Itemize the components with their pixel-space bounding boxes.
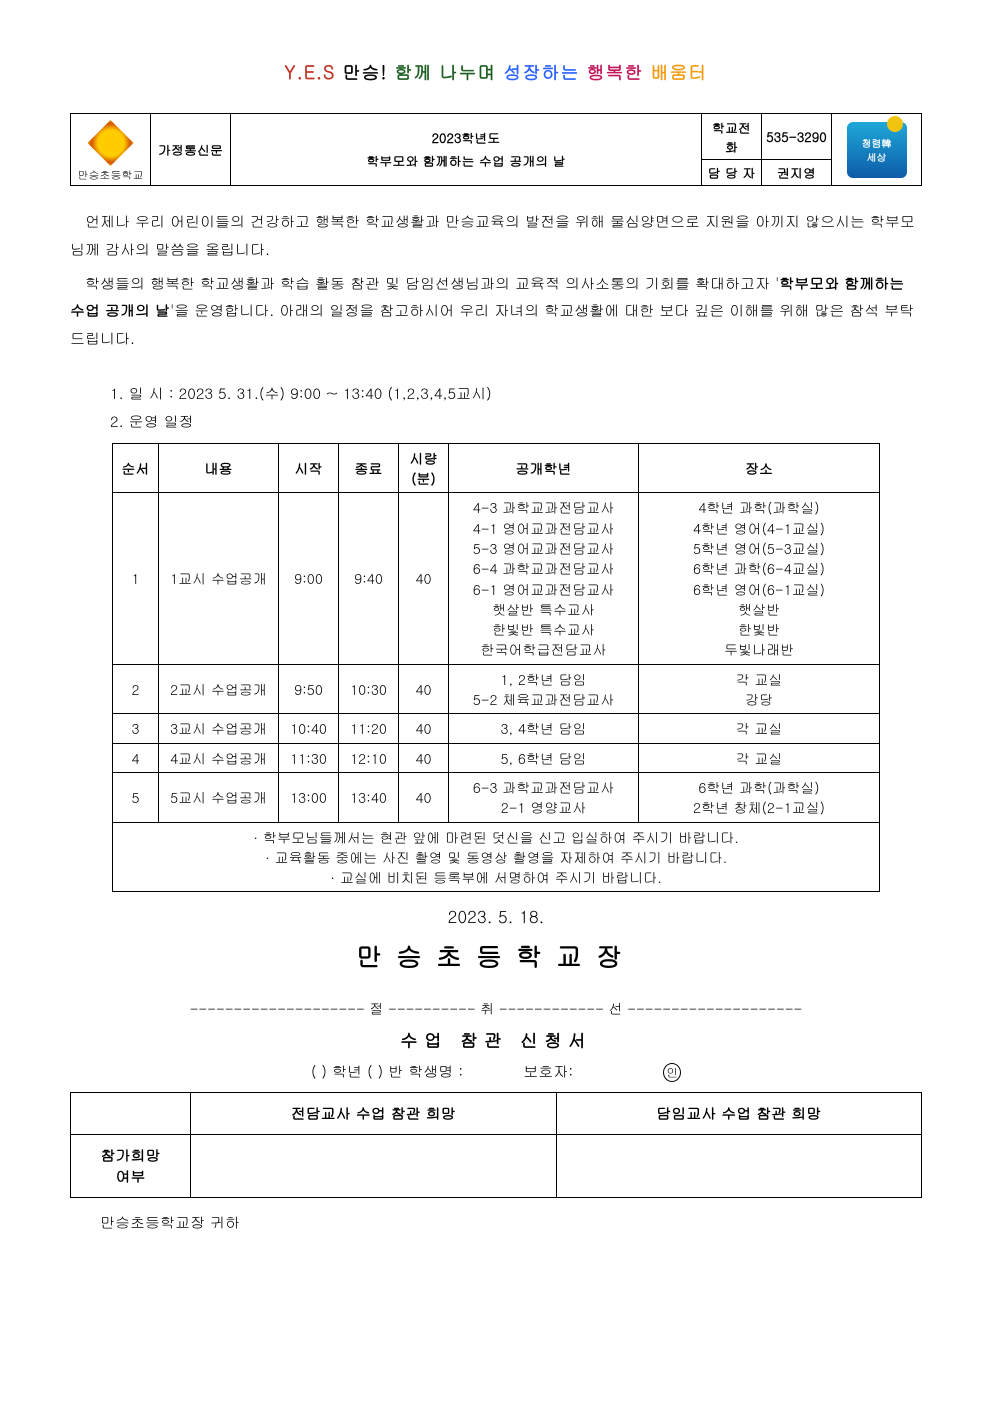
paragraph-1: 언제나 우리 어린이들의 건강하고 행복한 학교생활과 만승교육의 발전을 위해… xyxy=(70,208,922,264)
table-cell-grades: 6-3 과학교과전담교사 2-1 영양교사 xyxy=(449,772,639,822)
table-cell-end: 11:20 xyxy=(339,714,399,743)
tagline-t1: 만승! xyxy=(342,60,387,85)
table-cell-place: 6학년 과학(과학실) 2학년 창체(2-1교실) xyxy=(639,772,880,822)
header-table: 만승초등학교 가정통신문 2023학년도 학부모와 함께하는 수업 공개의 날 … xyxy=(70,113,922,186)
integrity-stamp-icon: 청렴韓 세상 xyxy=(847,122,907,178)
table-cell-no: 4 xyxy=(113,743,159,772)
table-row: 33교시 수업공개10:4011:20403, 4학년 담임각 교실 xyxy=(113,714,880,743)
school-logo-icon xyxy=(88,120,134,166)
schedule-notes: · 학부모님들께서는 현관 앞에 마련된 덧신을 신고 입실하여 주시기 바랍니… xyxy=(113,822,880,892)
footer-line: 만승초등학교장 귀하 xyxy=(100,1212,922,1233)
appl-rowhead: 참가희망 여부 xyxy=(71,1135,191,1198)
form-line-b: 보호자: xyxy=(523,1061,573,1082)
table-cell-place: 4학년 과학(과학실) 4학년 영어(4-1교실) 5학년 영어(5-3교실) … xyxy=(639,493,880,664)
table-row: 44교시 수업공개11:3012:10405, 6학년 담임각 교실 xyxy=(113,743,880,772)
table-cell-grades: 3, 4학년 담임 xyxy=(449,714,639,743)
table-cell-name: 4교시 수업공개 xyxy=(159,743,279,772)
th-start: 시작 xyxy=(279,443,339,493)
list-item-2: 2. 운영 일정 xyxy=(110,408,922,437)
stamp-text: 청렴韓 세상 xyxy=(862,136,892,164)
table-cell-no: 5 xyxy=(113,772,159,822)
appl-blank-head xyxy=(71,1093,191,1135)
table-row: 55교시 수업공개13:0013:40406-3 과학교과전담교사 2-1 영양… xyxy=(113,772,880,822)
title-line2: 학부모와 함께하는 수업 공개의 날 xyxy=(366,151,565,170)
application-table: 전담교사 수업 참관 희망 담임교사 수업 참관 희망 참가희망 여부 xyxy=(70,1092,922,1198)
appl-col1: 전담교사 수업 참관 희망 xyxy=(191,1093,557,1135)
table-cell-end: 9:40 xyxy=(339,493,399,664)
th-end: 종료 xyxy=(339,443,399,493)
application-form-line: ( ) 학년 ( ) 반 학생명 : 보호자: 인 xyxy=(70,1061,922,1082)
table-cell-place: 각 교실 xyxy=(639,714,880,743)
table-cell-end: 13:40 xyxy=(339,772,399,822)
appl-cell1[interactable] xyxy=(191,1135,557,1198)
table-cell-start: 9:00 xyxy=(279,493,339,664)
stamp-mark: 인 xyxy=(663,1063,681,1082)
table-cell-place: 각 교실 xyxy=(639,743,880,772)
th-grades: 공개학년 xyxy=(449,443,639,493)
tagline-t5: 배움터 xyxy=(650,60,707,85)
tagline-yes: Y.E.S xyxy=(285,60,336,85)
table-cell-name: 3교시 수업공개 xyxy=(159,714,279,743)
table-cell-end: 12:10 xyxy=(339,743,399,772)
table-cell-name: 2교시 수업공개 xyxy=(159,664,279,714)
appl-cell2[interactable] xyxy=(556,1135,922,1198)
table-cell-place: 각 교실 강당 xyxy=(639,664,880,714)
p2c: '을 운영합니다. 아래의 일정을 참고하시어 우리 자녀의 학교생활에 대한 … xyxy=(70,300,914,349)
table-cell-grades: 4-3 과학교과전담교사 4-1 영어교과전담교사 5-3 영어교과전담교사 6… xyxy=(449,493,639,664)
appl-col2: 담임교사 수업 참관 희망 xyxy=(556,1093,922,1135)
doc-title: 2023학년도 학부모와 함께하는 수업 공개의 날 xyxy=(231,114,702,186)
person-label: 담 당 자 xyxy=(702,160,762,186)
th-name: 내용 xyxy=(159,443,279,493)
table-cell-grades: 5, 6학년 담임 xyxy=(449,743,639,772)
school-name: 만승초등학교 xyxy=(75,168,146,183)
table-cell-dur: 40 xyxy=(399,493,449,664)
table-cell-start: 11:30 xyxy=(279,743,339,772)
tagline-t3: 성장하는 xyxy=(503,60,579,85)
table-cell-dur: 40 xyxy=(399,743,449,772)
application-title: 수업 참관 신청서 xyxy=(70,1028,922,1053)
p2a: 학생들의 행복한 학교생활과 학습 활동 참관 및 담임선생님과의 교육적 의사… xyxy=(85,273,779,294)
table-row: 22교시 수업공개9:5010:30401, 2학년 담임 5-2 체육교과전담… xyxy=(113,664,880,714)
table-cell-no: 2 xyxy=(113,664,159,714)
date-line: 2023. 5. 18. xyxy=(70,904,922,928)
th-no: 순서 xyxy=(113,443,159,493)
cut-line: -------------------- 절 ---------- 취 ----… xyxy=(70,998,922,1018)
table-cell-start: 9:50 xyxy=(279,664,339,714)
table-cell-dur: 40 xyxy=(399,664,449,714)
integrity-stamp-cell: 청렴韓 세상 xyxy=(832,114,922,186)
table-cell-start: 13:00 xyxy=(279,772,339,822)
list-item-1: 1. 일 시 : 2023 5. 31.(수) 9:00 ~ 13:40 (1,… xyxy=(110,380,922,409)
table-cell-no: 1 xyxy=(113,493,159,664)
principal-line: 만승초등학교장 xyxy=(70,938,922,974)
tagline: Y.E.S 만승! 함께 나누며 성장하는 행복한 배움터 xyxy=(70,60,922,85)
title-line1: 2023학년도 xyxy=(432,128,501,147)
school-logo-cell: 만승초등학교 xyxy=(71,114,151,186)
schedule-table: 순서 내용 시작 종료 시량 (분) 공개학년 장소 11교시 수업공개9:00… xyxy=(112,443,880,893)
table-cell-name: 5교시 수업공개 xyxy=(159,772,279,822)
table-cell-dur: 40 xyxy=(399,714,449,743)
letter-type: 가정통신문 xyxy=(151,114,231,186)
tagline-t2: 함께 나누며 xyxy=(394,60,496,85)
table-cell-no: 3 xyxy=(113,714,159,743)
table-row: 11교시 수업공개9:009:40404-3 과학교과전담교사 4-1 영어교과… xyxy=(113,493,880,664)
phone-label: 학교전화 xyxy=(702,114,762,160)
table-cell-dur: 40 xyxy=(399,772,449,822)
table-header-row: 순서 내용 시작 종료 시량 (분) 공개학년 장소 xyxy=(113,443,880,493)
tagline-t4: 행복한 xyxy=(586,60,643,85)
form-line-a: ( ) 학년 ( ) 반 학생명 : xyxy=(311,1061,463,1082)
table-cell-name: 1교시 수업공개 xyxy=(159,493,279,664)
th-dur: 시량 (분) xyxy=(399,443,449,493)
table-cell-end: 10:30 xyxy=(339,664,399,714)
phone-value: 535-3290 xyxy=(762,114,832,160)
paragraph-2: 학생들의 행복한 학교생활과 학습 활동 참관 및 담임선생님과의 교육적 의사… xyxy=(70,270,922,353)
person-value: 권지영 xyxy=(762,160,832,186)
th-place: 장소 xyxy=(639,443,880,493)
table-cell-grades: 1, 2학년 담임 5-2 체육교과전담교사 xyxy=(449,664,639,714)
table-cell-start: 10:40 xyxy=(279,714,339,743)
